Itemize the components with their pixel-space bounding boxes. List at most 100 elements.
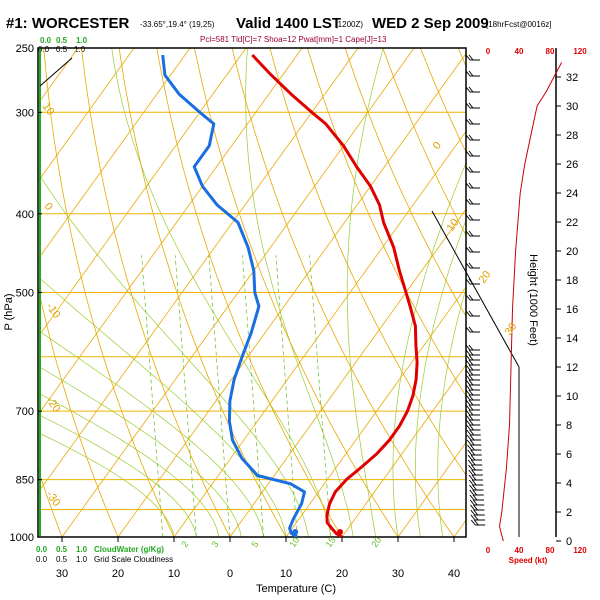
wind-barb-flag bbox=[468, 214, 474, 221]
height-tick: 14 bbox=[566, 333, 578, 345]
isotherm-label: 0 bbox=[431, 140, 444, 152]
mixing-ratio-label: 10 bbox=[287, 535, 301, 549]
height-tick: 0 bbox=[566, 536, 572, 548]
dry-adiabat-label: -20 bbox=[44, 395, 63, 415]
wind-barb-flag bbox=[467, 444, 472, 451]
surface-temperature-marker bbox=[337, 529, 343, 535]
wind-barb bbox=[465, 102, 480, 109]
wind-barb bbox=[469, 489, 484, 496]
wind-barb bbox=[465, 182, 480, 189]
wind-barb-flag bbox=[468, 150, 474, 157]
wind-barb bbox=[468, 469, 483, 476]
moist-adiabat bbox=[415, 219, 466, 537]
dry-adiabat bbox=[156, 48, 343, 537]
height-tick: 12 bbox=[566, 362, 578, 374]
cloud-bot-green-0: 0.0 bbox=[36, 545, 48, 554]
wind-barb-flag bbox=[473, 504, 478, 511]
cloud-bot-black-0: 0.0 bbox=[36, 555, 48, 564]
wind-barb bbox=[468, 479, 484, 486]
dry-adiabat bbox=[38, 467, 63, 537]
wind-barb-flag bbox=[468, 326, 474, 333]
speed-axis-bottom: 0 40 80 120 Speed (kt) bbox=[486, 546, 587, 565]
wind-barb-flag bbox=[468, 70, 474, 77]
wind-barb-flag bbox=[465, 409, 471, 416]
wind-barb-flag bbox=[470, 454, 476, 461]
isotherm-label: 10 bbox=[445, 217, 462, 234]
wind-barb bbox=[465, 419, 481, 426]
speed-top-40: 40 bbox=[515, 47, 524, 56]
moist-adiabat bbox=[38, 365, 242, 537]
speed-top-80: 80 bbox=[546, 47, 555, 56]
wind-barb bbox=[465, 134, 480, 141]
wind-barb-flag bbox=[467, 454, 473, 461]
station-title: #1: WORCESTER bbox=[6, 15, 130, 32]
wind-barb-flag bbox=[470, 459, 476, 466]
thermo-background bbox=[38, 48, 600, 537]
wind-barb bbox=[465, 214, 480, 221]
wind-barb-flag bbox=[465, 182, 471, 189]
wind-barb-flag bbox=[465, 70, 471, 77]
isotherm bbox=[397, 441, 466, 537]
wind-barb-flag bbox=[466, 429, 472, 436]
dry-adiabat bbox=[533, 48, 600, 537]
mixing-ratio-line bbox=[141, 255, 164, 537]
moist-adiabat bbox=[38, 432, 175, 537]
wind-barb-flag bbox=[468, 262, 474, 269]
valid-date: WED 2 Sep 2009 bbox=[372, 15, 489, 32]
speed-axis-top: 0 40 80 120 bbox=[486, 47, 587, 56]
cloud-top-black-2: 1.0 bbox=[74, 45, 86, 54]
wind-barb-flag bbox=[465, 214, 471, 221]
wind-barb-flag bbox=[470, 504, 475, 511]
wind-barb bbox=[469, 494, 484, 501]
wind-barb bbox=[465, 118, 480, 125]
wind-barb bbox=[466, 429, 481, 436]
wind-barb bbox=[470, 504, 485, 511]
mixing-ratio-label: 20 bbox=[369, 535, 383, 549]
wind-barb-flag bbox=[468, 118, 474, 125]
height-tick: 2 bbox=[566, 507, 572, 519]
moist-adiabat bbox=[38, 329, 264, 537]
height-tick: 18 bbox=[566, 275, 578, 287]
wind-barb bbox=[465, 262, 480, 269]
wind-barb bbox=[465, 349, 480, 356]
wind-barb-flag bbox=[467, 449, 473, 456]
wind-barb bbox=[465, 344, 480, 351]
wind-barb-flag bbox=[468, 166, 474, 173]
dry-adiabat bbox=[38, 285, 119, 537]
wind-barb bbox=[469, 484, 484, 491]
wind-barb-flag bbox=[469, 484, 474, 491]
pressure-tick-500: 500 bbox=[16, 288, 34, 300]
wind-barb-flag bbox=[468, 404, 474, 411]
wind-barb-flag bbox=[468, 182, 474, 189]
height-tick: 28 bbox=[566, 130, 578, 142]
height-tick: 24 bbox=[566, 188, 578, 200]
dry-adiabat-label: -30 bbox=[44, 489, 63, 509]
wind-barb bbox=[465, 354, 480, 361]
speed-top-0: 0 bbox=[486, 47, 491, 56]
moist-adiabat bbox=[38, 414, 197, 537]
pressure-tick-250: 250 bbox=[16, 43, 34, 55]
wind-barb bbox=[465, 399, 480, 406]
wind-barbs bbox=[465, 54, 486, 526]
wind-barb-flag bbox=[468, 344, 474, 351]
dewpoint-profile bbox=[161, 54, 306, 537]
wind-barb-flag bbox=[468, 479, 474, 486]
dry-adiabat bbox=[307, 48, 466, 397]
moist-adiabat bbox=[38, 276, 287, 537]
wind-barb-flag bbox=[470, 444, 475, 451]
height-tick: 30 bbox=[566, 101, 578, 113]
height-tick: 26 bbox=[566, 159, 578, 171]
wind-barb-flag bbox=[468, 294, 474, 301]
wind-barb-flag bbox=[465, 349, 471, 356]
wind-barb-flag bbox=[468, 310, 474, 317]
temperature-axis-label: Temperature (C) bbox=[256, 583, 336, 595]
wind-barb-flag bbox=[465, 379, 471, 386]
wind-barb-flag bbox=[468, 369, 474, 376]
wind-barb bbox=[465, 404, 480, 411]
pressure-tick-850: 850 bbox=[16, 475, 34, 487]
cloud-top-green-0: 0.0 bbox=[40, 36, 52, 45]
wind-barb-flag bbox=[465, 394, 471, 401]
wind-barb-flag bbox=[465, 198, 471, 205]
wind-barb-flag bbox=[468, 354, 474, 361]
wind-barb bbox=[465, 86, 480, 93]
